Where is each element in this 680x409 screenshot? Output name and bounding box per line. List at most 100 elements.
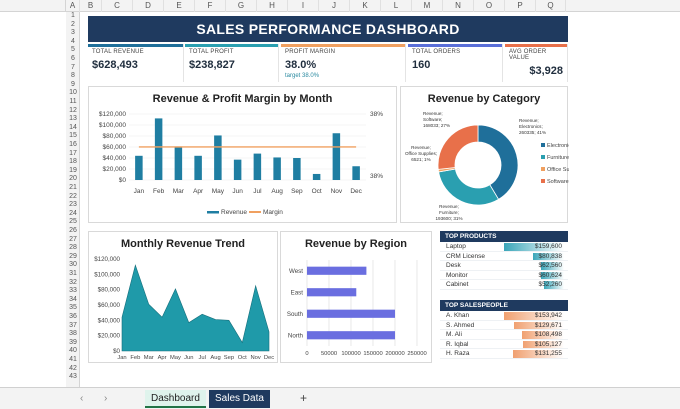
- column-header-O[interactable]: O: [474, 0, 505, 12]
- row-header-29[interactable]: 29: [69, 252, 77, 260]
- column-header-J[interactable]: J: [319, 0, 350, 12]
- slice-label: 260335; 41%: [519, 130, 546, 135]
- kpi-card: AVG ORDER VALUE $3,928: [505, 44, 568, 82]
- kpi-value: $628,493: [92, 59, 138, 71]
- row-header-20[interactable]: 20: [69, 175, 77, 183]
- legend-label: Revenue: [221, 209, 247, 216]
- row-header-34[interactable]: 34: [69, 295, 77, 303]
- column-header-K[interactable]: K: [350, 0, 381, 12]
- row-header-39[interactable]: 39: [69, 338, 77, 346]
- next-sheet-icon[interactable]: ›: [104, 393, 108, 404]
- row-header[interactable]: 1 2 3 4 5 6 7 8 9 10 11 12 13 14 15 16 17 18 19 20 21 22 23 24 2…: [66, 12, 80, 387]
- row-header-23[interactable]: 23: [69, 201, 77, 209]
- slice-label: Revenue;: [411, 145, 431, 150]
- column-header-C[interactable]: C: [102, 0, 133, 12]
- row-header-43[interactable]: 43: [69, 373, 77, 381]
- column-header-I[interactable]: I: [288, 0, 319, 12]
- row-header-8[interactable]: 8: [71, 72, 75, 80]
- row-header-32[interactable]: 32: [69, 278, 77, 286]
- row-header-15[interactable]: 15: [69, 132, 77, 140]
- tab-sales-data[interactable]: Sales Data: [209, 390, 270, 408]
- column-header-Q[interactable]: Q: [536, 0, 566, 12]
- add-sheet-icon[interactable]: +: [300, 391, 308, 405]
- column-header-D[interactable]: D: [133, 0, 164, 12]
- row-name: M. Ali: [446, 331, 462, 338]
- x-tick-label: Oct: [238, 355, 247, 361]
- tab-dashboard[interactable]: Dashboard: [145, 390, 206, 408]
- row-header-42[interactable]: 42: [69, 364, 77, 372]
- row-header-14[interactable]: 14: [69, 123, 77, 131]
- row-header-2[interactable]: 2: [71, 20, 75, 28]
- row-header-9[interactable]: 9: [71, 80, 75, 88]
- chart-title: Revenue by Region: [304, 238, 408, 250]
- row-header-5[interactable]: 5: [71, 46, 75, 54]
- row-value: $129,671: [534, 321, 562, 329]
- row-header-30[interactable]: 30: [69, 261, 77, 269]
- row-header-13[interactable]: 13: [69, 115, 77, 123]
- row-header-22[interactable]: 22: [69, 192, 77, 200]
- slice-label: Revenue;: [519, 118, 539, 123]
- row-header-28[interactable]: 28: [69, 244, 77, 252]
- row-header-18[interactable]: 18: [69, 158, 77, 166]
- column-header-A[interactable]: A: [66, 0, 80, 12]
- donut-slice: [437, 124, 479, 170]
- row-header-10[interactable]: 10: [69, 89, 77, 97]
- slice-label: 168033; 27%: [423, 123, 450, 128]
- select-all-corner[interactable]: [0, 0, 66, 12]
- row-name: Laptop: [446, 243, 466, 250]
- data-bar: [541, 271, 564, 279]
- row-header-36[interactable]: 36: [69, 313, 77, 320]
- kpi-subtext: target 38.0%: [285, 73, 320, 79]
- x-tick-label: Aug: [271, 188, 283, 195]
- row-header-35[interactable]: 35: [69, 304, 77, 312]
- x-tick-label: May: [170, 355, 181, 361]
- column-header-M[interactable]: M: [412, 0, 443, 12]
- x-tick-label: Apr: [158, 355, 167, 361]
- trend-panel[interactable]: Monthly Revenue Trend $120,000 $100,000 $8…: [88, 231, 278, 363]
- column-header-F[interactable]: F: [195, 0, 226, 12]
- row-value: $60,624: [538, 271, 563, 279]
- kpi-value: $3,928: [529, 65, 563, 77]
- row-header-21[interactable]: 21: [69, 184, 77, 191]
- row-header-7[interactable]: 7: [71, 63, 75, 71]
- column-header-P[interactable]: P: [505, 0, 536, 12]
- row-header-27[interactable]: 27: [69, 235, 77, 243]
- y-tick-label: $100,000: [94, 271, 120, 278]
- row-header-12[interactable]: 12: [69, 106, 77, 114]
- row-header-33[interactable]: 33: [69, 287, 77, 295]
- column-header-N[interactable]: N: [443, 0, 474, 12]
- column-header-E[interactable]: E: [164, 0, 195, 12]
- row-header-24[interactable]: 24: [69, 209, 77, 217]
- kpi-label: PROFIT MARGIN: [285, 49, 336, 55]
- revenue-margin-panel[interactable]: Revenue & Profit Margin by Month $120,00…: [88, 86, 397, 223]
- column-header-H[interactable]: H: [257, 0, 288, 12]
- row-header-3[interactable]: 3: [71, 29, 75, 37]
- y-tick-label: $100,000: [99, 122, 126, 129]
- row-header-1[interactable]: 1: [71, 12, 75, 19]
- column-header-B[interactable]: B: [80, 0, 102, 12]
- row-header-26[interactable]: 26: [69, 227, 77, 234]
- row-header-6[interactable]: 6: [71, 55, 75, 62]
- row-header-31[interactable]: 31: [69, 270, 77, 277]
- x-tick-label: Oct: [312, 188, 322, 195]
- row-header-16[interactable]: 16: [69, 141, 77, 148]
- table-row: A. Khan $153,942: [440, 311, 568, 321]
- category-panel[interactable]: Revenue by Category Revenue; Electronics;…: [400, 86, 569, 223]
- row-header-4[interactable]: 4: [71, 37, 75, 45]
- row-header-41[interactable]: 41: [69, 356, 77, 363]
- prev-sheet-icon[interactable]: ‹: [80, 393, 84, 404]
- revenue-bar: [194, 155, 202, 180]
- column-header-L[interactable]: L: [381, 0, 412, 12]
- y-tick-label: $80,000: [103, 133, 127, 140]
- row-header-11[interactable]: 11: [69, 98, 77, 105]
- x-tick-label: Jun: [232, 188, 243, 195]
- row-header-17[interactable]: 17: [69, 149, 77, 157]
- region-panel[interactable]: Revenue by Region 0 50000 100000 150000 2000…: [280, 231, 432, 363]
- row-header-40[interactable]: 40: [69, 347, 77, 355]
- column-header-G[interactable]: G: [226, 0, 257, 12]
- row-header-19[interactable]: 19: [69, 166, 77, 174]
- row-header-25[interactable]: 25: [69, 218, 77, 226]
- row-header-37[interactable]: 37: [69, 321, 77, 329]
- row-header-38[interactable]: 38: [69, 330, 77, 338]
